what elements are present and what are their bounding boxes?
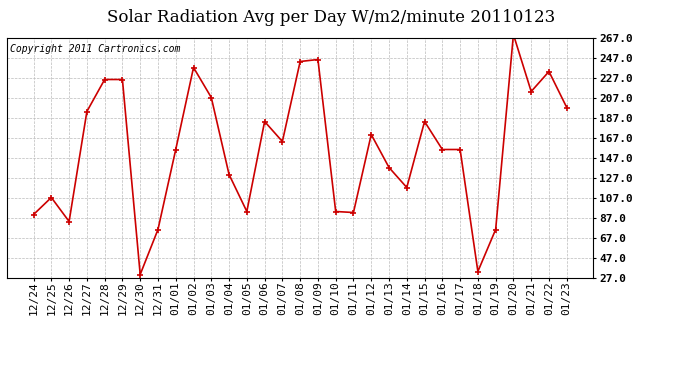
Text: Copyright 2011 Cartronics.com: Copyright 2011 Cartronics.com xyxy=(10,44,180,54)
Text: Solar Radiation Avg per Day W/m2/minute 20110123: Solar Radiation Avg per Day W/m2/minute … xyxy=(107,9,555,26)
